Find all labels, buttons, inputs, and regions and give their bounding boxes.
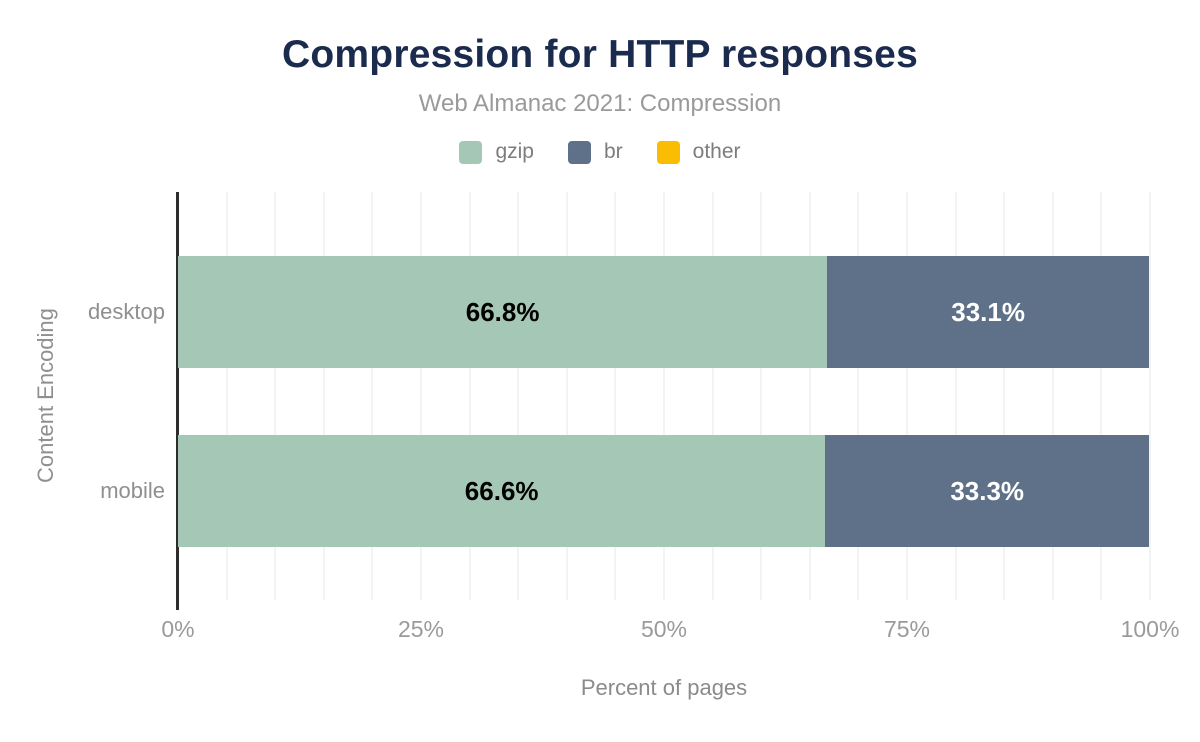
gridline: [808, 192, 811, 600]
bar-value-label: 66.8%: [465, 296, 540, 327]
gridline: [614, 192, 617, 600]
bar-segment-desktop-gzip: 66.8%: [178, 256, 828, 368]
gridline: [517, 192, 520, 600]
gridline: [565, 192, 568, 600]
bar-row-mobile: 66.6% 33.3%: [178, 435, 1150, 547]
chart-subtitle: Web Almanac 2021: Compression: [418, 90, 782, 117]
y-axis-line: [176, 192, 179, 610]
gridline: [906, 192, 908, 600]
x-tick-label-25: 25%: [397, 616, 445, 642]
category-label-mobile: mobile: [100, 478, 165, 503]
legend-swatch-br: [567, 140, 591, 164]
x-axis-title: Percent of pages: [580, 675, 748, 700]
gridline: [1100, 192, 1103, 600]
legend-item-other: other: [656, 140, 741, 164]
legend-label: other: [692, 140, 741, 163]
gridline: [663, 192, 665, 600]
gridline: [1051, 192, 1054, 600]
legend-swatch-gzip: [459, 140, 483, 164]
gridline: [468, 192, 471, 600]
plot-area: 66.8% 33.1% 66.6% 33.3%: [176, 192, 1151, 610]
legend-label: br: [603, 140, 623, 163]
legend-item-br: br: [567, 140, 623, 164]
category-label-desktop: desktop: [87, 299, 165, 324]
bar-row-desktop: 66.8% 33.1%: [178, 256, 1150, 368]
bar-segment-mobile-gzip: 66.6%: [178, 435, 826, 547]
gridline: [857, 192, 860, 600]
x-tick-label-75: 75%: [883, 616, 931, 642]
legend-item-gzip: gzip: [459, 140, 534, 164]
bar-value-label: 33.3%: [950, 475, 1025, 506]
bar-value-label: 33.1%: [951, 296, 1025, 327]
gridline: [954, 192, 957, 600]
bar-segment-desktop-br: 33.1%: [827, 256, 1149, 368]
legend-label: gzip: [495, 140, 534, 163]
gridline: [274, 192, 277, 600]
gridline: [1003, 192, 1006, 600]
legend-swatch-other: [656, 140, 680, 164]
bar-segment-mobile-br: 33.3%: [825, 435, 1150, 547]
chart-title: Compression for HTTP responses: [282, 33, 918, 76]
x-tick-label-50: 50%: [640, 616, 688, 642]
x-tick-label-0: 0%: [161, 616, 195, 642]
bar-value-label: 66.6%: [464, 475, 539, 506]
chart-legend: gzip br other: [0, 140, 1200, 164]
gridline: [760, 192, 763, 600]
gridline: [322, 192, 325, 600]
gridline: [711, 192, 714, 600]
gridline: [371, 192, 374, 600]
x-tick-label-100: 100%: [1120, 616, 1180, 642]
gridline: [420, 192, 422, 600]
gridline: [1149, 192, 1151, 600]
gridline: [225, 192, 228, 600]
